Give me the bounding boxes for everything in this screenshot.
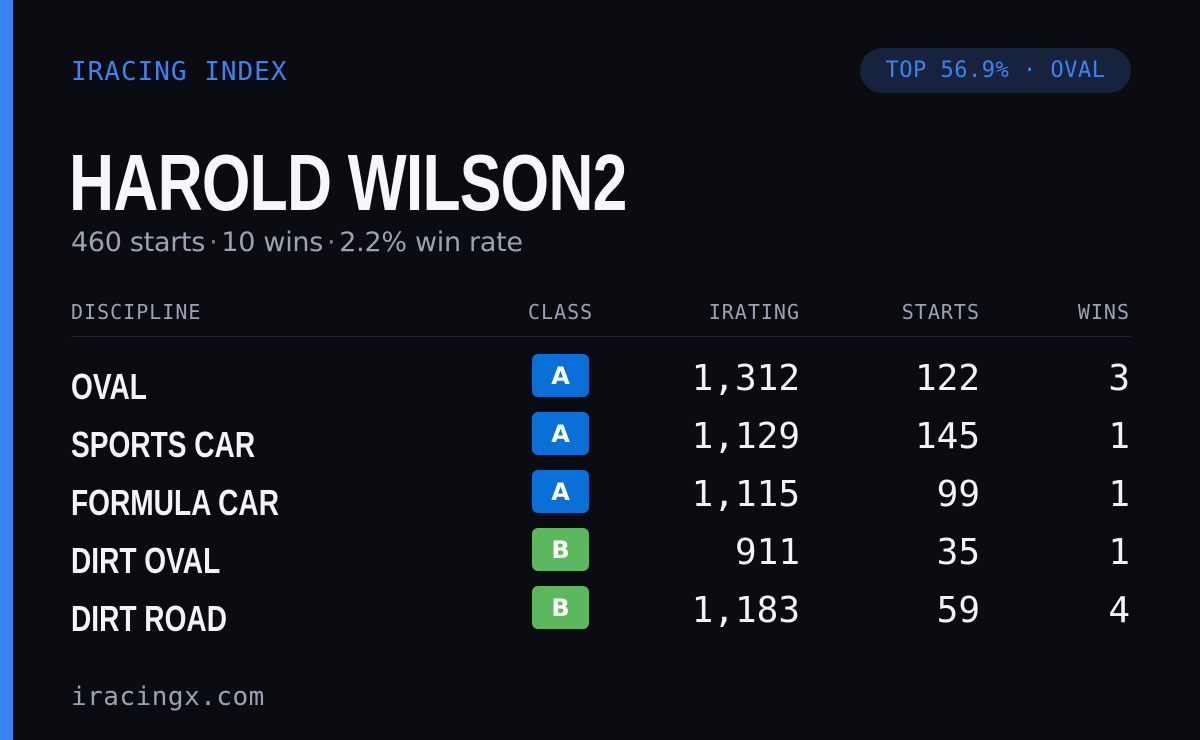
table-row: DIRT OVAL B 911 35 1 xyxy=(0,528,1200,586)
discipline-name: DIRT OVAL xyxy=(71,540,221,581)
table-row: OVAL A 1,312 122 3 xyxy=(0,354,1200,412)
header-divider xyxy=(71,336,1131,337)
table-row: FORMULA CAR A 1,115 99 1 xyxy=(0,470,1200,528)
starts-value: 145 xyxy=(914,416,980,457)
column-header-irating: IRATING xyxy=(708,300,800,324)
discipline-name: OVAL xyxy=(71,366,147,407)
irating-value: 1,115 xyxy=(691,474,800,515)
wins-value: 3 xyxy=(1108,358,1130,399)
wins-value: 4 xyxy=(1108,590,1130,631)
class-badge: A xyxy=(532,412,589,455)
column-header-wins: WINS xyxy=(1077,300,1130,324)
wins-value: 1 xyxy=(1108,532,1130,573)
column-header-discipline: DISCIPLINE xyxy=(71,300,202,324)
starts-value: 35 xyxy=(936,532,980,573)
wins-summary: 10 wins xyxy=(221,227,323,258)
wins-value: 1 xyxy=(1108,416,1130,457)
separator-dot: · xyxy=(209,227,218,258)
column-header-class: CLASS xyxy=(528,300,594,324)
discipline-name: FORMULA CAR xyxy=(71,482,279,523)
accent-bar xyxy=(0,0,13,740)
table-row: DIRT ROAD B 1,183 59 4 xyxy=(0,586,1200,644)
irating-value: 1,312 xyxy=(691,358,800,399)
brand-label: IRACING INDEX xyxy=(71,57,288,87)
class-badge: B xyxy=(532,586,589,629)
irating-value: 1,129 xyxy=(691,416,800,457)
discipline-name: DIRT ROAD xyxy=(71,598,227,639)
class-badge: B xyxy=(532,528,589,571)
column-header-starts: STARTS xyxy=(901,300,980,324)
footer-site: iracingx.com xyxy=(71,682,265,712)
win-rate-summary: 2.2% win rate xyxy=(339,227,523,258)
starts-value: 59 xyxy=(936,590,980,631)
starts-summary: 460 starts xyxy=(71,227,206,258)
separator-dot: · xyxy=(326,227,336,258)
driver-name: HAROLD WILSON2 xyxy=(69,138,627,227)
irating-value: 911 xyxy=(734,532,800,573)
driver-summary: 460 starts · 10 wins · 2.2% win rate xyxy=(71,227,523,258)
rank-badge: TOP 56.9% · OVAL xyxy=(860,48,1131,93)
class-badge: A xyxy=(532,470,589,513)
starts-value: 122 xyxy=(914,358,980,399)
discipline-name: SPORTS CAR xyxy=(71,424,256,465)
wins-value: 1 xyxy=(1108,474,1130,515)
table-row: SPORTS CAR A 1,129 145 1 xyxy=(0,412,1200,470)
starts-value: 99 xyxy=(936,474,980,515)
irating-value: 1,183 xyxy=(691,590,800,631)
class-badge: A xyxy=(532,354,589,397)
